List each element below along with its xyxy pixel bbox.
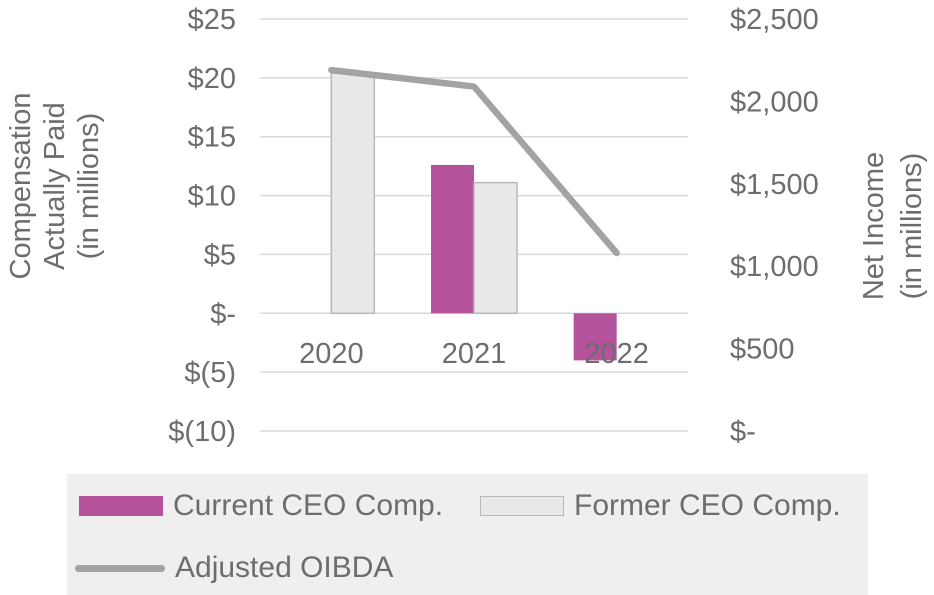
legend-item-former-ceo: Former CEO Comp. bbox=[480, 489, 841, 523]
x-tick-label: 2021 bbox=[442, 338, 507, 370]
x-tick-label: 2020 bbox=[299, 338, 364, 370]
left-tick-label: $20 bbox=[188, 63, 236, 95]
legend-swatch-former-ceo bbox=[480, 496, 564, 516]
left-tick-label: $25 bbox=[188, 4, 236, 36]
legend-label-current-ceo: Current CEO Comp. bbox=[173, 489, 444, 522]
left-tick-label: $15 bbox=[188, 122, 236, 154]
left-tick-label: $10 bbox=[188, 181, 236, 213]
right-axis-title: Net Income (in millions) bbox=[858, 152, 928, 300]
left-tick-label: $5 bbox=[204, 239, 236, 271]
right-tick-label: $1,500 bbox=[730, 169, 819, 201]
legend-item-current-ceo: Current CEO Comp. bbox=[79, 489, 443, 523]
left-axis-title-line: (in millions) bbox=[73, 113, 105, 260]
legend-swatch-current-ceo bbox=[79, 496, 163, 516]
bar-former-ceo-2021 bbox=[473, 181, 518, 315]
right-tick-label: $1,000 bbox=[730, 251, 819, 283]
bar-current-ceo-2021 bbox=[431, 164, 474, 314]
chart-legend: Current CEO Comp. Former CEO Comp. Adjus… bbox=[67, 474, 868, 595]
x-tick-label: 2022 bbox=[584, 338, 649, 370]
right-axis-title-line: Net Income bbox=[858, 152, 890, 300]
bar-former-ceo-2020 bbox=[330, 72, 376, 315]
left-axis-title-line: Actually Paid bbox=[39, 102, 71, 270]
right-tick-label: $500 bbox=[730, 334, 795, 366]
left-tick-label: $- bbox=[210, 298, 236, 330]
bar-current-ceo-2022 bbox=[573, 313, 617, 361]
legend-swatch-adjusted-oibda bbox=[75, 564, 165, 572]
legend-label-adjusted-oibda: Adjusted OIBDA bbox=[175, 551, 394, 584]
right-tick-label: $- bbox=[730, 416, 756, 448]
chart-svg: $25 $20 $15 $10 $5 $- $(5) $(10) $2,500 $2,000 $1,… bbox=[5, 4, 928, 448]
left-tick-label: $(10) bbox=[168, 416, 236, 448]
right-tick-label: $2,500 bbox=[730, 4, 819, 36]
line-adjusted-oibda bbox=[328, 66, 620, 257]
left-tick-label: $(5) bbox=[184, 357, 236, 389]
left-axis-title-line: Compensation bbox=[5, 93, 37, 280]
legend-label-former-ceo: Former CEO Comp. bbox=[574, 489, 841, 522]
right-axis-title-line: (in millions) bbox=[896, 153, 928, 300]
legend-item-adjusted-oibda: Adjusted OIBDA bbox=[75, 551, 393, 585]
left-axis-title: CompensationActually Paid(in millions) bbox=[5, 93, 105, 280]
right-tick-label: $2,000 bbox=[730, 86, 819, 118]
